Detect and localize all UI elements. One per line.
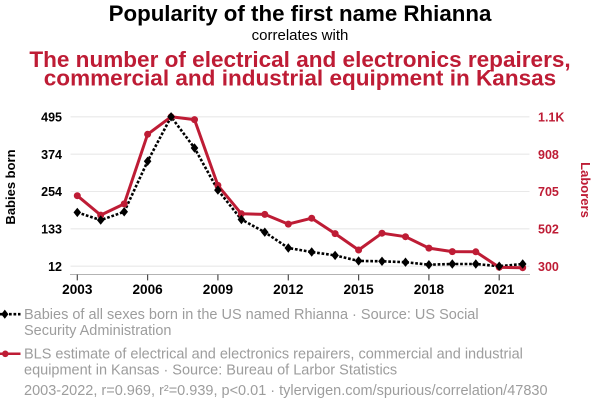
svg-text:2018: 2018 [414, 282, 445, 297]
svg-text:2015: 2015 [343, 282, 374, 297]
svg-text:Popularity of the first name R: Popularity of the first name Rhianna [109, 1, 492, 26]
svg-text:Babies of all sexes born in th: Babies of all sexes born in the US named… [24, 307, 479, 323]
svg-text:502: 502 [538, 222, 559, 236]
svg-text:Babies born: Babies born [3, 149, 18, 224]
svg-text:2012: 2012 [273, 282, 304, 297]
svg-text:The number of electrical and e: The number of electrical and electronics… [29, 47, 570, 72]
svg-text:1.1K: 1.1K [538, 110, 564, 124]
svg-text:commercial and industrial equi: commercial and industrial equipment in K… [44, 66, 556, 91]
svg-text:correlates with: correlates with [252, 27, 349, 44]
svg-text:12: 12 [48, 260, 62, 274]
svg-text:374: 374 [41, 148, 62, 162]
svg-text:2006: 2006 [132, 282, 163, 297]
svg-text:254: 254 [41, 185, 62, 199]
svg-text:Security Administration: Security Administration [24, 323, 171, 339]
svg-text:Laborers: Laborers [578, 162, 593, 218]
svg-text:133: 133 [41, 222, 62, 236]
svg-text:BLS estimate of electrical and: BLS estimate of electrical and electroni… [24, 346, 523, 362]
svg-text:2009: 2009 [203, 282, 234, 297]
svg-text:495: 495 [41, 110, 62, 124]
svg-text:2003: 2003 [62, 282, 93, 297]
svg-text:2021: 2021 [484, 282, 515, 297]
svg-text:equipment in Kansas · Source:: equipment in Kansas · Source: Bureau of … [24, 362, 397, 378]
svg-text:300: 300 [538, 260, 559, 274]
svg-text:2003-2022, r=0.969, r²=0.939,: 2003-2022, r=0.969, r²=0.939, p<0.01 · t… [24, 383, 548, 399]
svg-text:908: 908 [538, 148, 559, 162]
svg-text:705: 705 [538, 185, 559, 199]
